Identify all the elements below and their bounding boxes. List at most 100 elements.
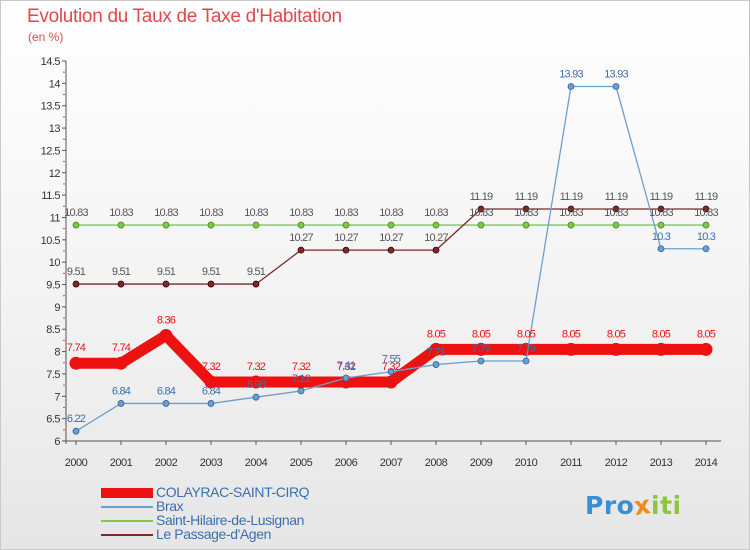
data-point bbox=[609, 342, 623, 356]
data-label: 10.3 bbox=[652, 231, 671, 243]
x-tick-label: 2009 bbox=[470, 457, 493, 469]
logo-letter: t bbox=[660, 491, 673, 520]
data-label: 10.83 bbox=[109, 207, 133, 219]
data-label: 8.05 bbox=[562, 328, 581, 340]
data-label: 10.83 bbox=[334, 207, 358, 219]
data-point bbox=[477, 221, 485, 229]
data-label: 7.55 bbox=[382, 354, 401, 366]
data-label: 10.83 bbox=[199, 207, 223, 219]
data-point bbox=[699, 342, 713, 356]
data-label: 7.32 bbox=[247, 361, 266, 373]
data-label: 7.79 bbox=[517, 343, 536, 355]
data-point bbox=[657, 221, 665, 229]
x-tick-label: 2013 bbox=[650, 457, 673, 469]
x-tick-label: 2003 bbox=[200, 457, 223, 469]
data-label: 10.3 bbox=[697, 231, 716, 243]
data-point bbox=[387, 368, 395, 376]
data-point bbox=[657, 205, 665, 213]
data-label: 7.41 bbox=[337, 360, 356, 372]
data-point bbox=[159, 328, 173, 342]
y-tick-label: 12.5 bbox=[41, 145, 61, 157]
data-point bbox=[207, 400, 215, 407]
data-point bbox=[117, 221, 125, 229]
data-point bbox=[72, 221, 80, 229]
data-label: 8.05 bbox=[472, 328, 491, 340]
y-tick-label: 13 bbox=[49, 123, 61, 135]
y-tick-label: 6.5 bbox=[46, 414, 60, 426]
data-point bbox=[204, 375, 218, 389]
data-point bbox=[432, 246, 440, 254]
data-label: 10.83 bbox=[649, 207, 673, 219]
data-label: 10.83 bbox=[559, 207, 583, 219]
data-point bbox=[297, 246, 305, 254]
data-point bbox=[474, 342, 488, 356]
data-label: 8.05 bbox=[427, 328, 446, 340]
chart-subtitle: (en %) bbox=[28, 30, 64, 44]
data-point bbox=[114, 356, 128, 370]
logo-letter: P bbox=[585, 491, 604, 520]
y-tick-label: 14.5 bbox=[41, 56, 61, 68]
y-axis-ticks: 6 6.5 7 7.5 8 8.5 9 9.5 10 10.5 11 11.5 12 12.5 13 13.5… bbox=[41, 56, 66, 448]
data-point bbox=[702, 245, 710, 253]
x-tick-label: 2004 bbox=[245, 457, 268, 469]
data-point bbox=[297, 387, 305, 395]
data-point bbox=[249, 375, 263, 389]
x-tick-label: 2007 bbox=[380, 457, 403, 469]
data-label: 6.22 bbox=[67, 413, 86, 425]
data-label: 8.05 bbox=[607, 328, 626, 340]
data-point bbox=[612, 83, 620, 90]
data-label: 10.83 bbox=[64, 207, 88, 219]
data-label: 13.93 bbox=[559, 68, 583, 80]
logo-letter: r bbox=[603, 491, 617, 520]
data-point bbox=[702, 221, 710, 229]
y-tick-label: 7.5 bbox=[46, 369, 60, 381]
data-point bbox=[702, 205, 710, 213]
data-label: 9.51 bbox=[67, 266, 86, 278]
data-label: 10.27 bbox=[424, 232, 448, 244]
legend-label: Le Passage-d'Agen bbox=[156, 526, 271, 542]
y-tick-label: 7 bbox=[54, 391, 60, 403]
x-tick-label: 2002 bbox=[155, 457, 178, 469]
data-label: 11.19 bbox=[470, 191, 493, 203]
data-point bbox=[252, 221, 260, 229]
data-point bbox=[522, 221, 530, 229]
y-tick-label: 10 bbox=[49, 257, 61, 269]
data-point bbox=[297, 221, 305, 229]
y-tick-label: 6 bbox=[54, 436, 60, 448]
data-point bbox=[162, 221, 170, 229]
x-tick-label: 2005 bbox=[290, 457, 313, 469]
data-label: 7.74 bbox=[112, 342, 131, 354]
y-tick-label: 11.5 bbox=[41, 190, 60, 202]
data-label: 10.83 bbox=[604, 207, 628, 219]
data-label: 10.83 bbox=[424, 207, 448, 219]
data-label: 9.51 bbox=[112, 266, 131, 278]
x-tick-label: 2001 bbox=[110, 457, 133, 469]
logo-letter: i bbox=[651, 491, 661, 520]
data-point bbox=[567, 221, 575, 229]
data-point bbox=[252, 393, 260, 401]
logo-letter: o bbox=[616, 491, 635, 520]
data-label: 10.27 bbox=[379, 232, 403, 244]
y-tick-label: 12 bbox=[49, 168, 61, 180]
logo-letter: x bbox=[632, 489, 653, 522]
data-point bbox=[162, 400, 170, 407]
y-tick-label: 11 bbox=[50, 212, 61, 224]
data-label: 6.98 bbox=[247, 379, 266, 391]
data-point bbox=[387, 246, 395, 254]
data-label: 8.05 bbox=[697, 328, 716, 340]
legend-label: Saint-Hilaire-de-Lusignan bbox=[156, 512, 304, 528]
series-0-group bbox=[69, 328, 713, 389]
legend-swatch bbox=[101, 506, 153, 508]
data-point bbox=[342, 374, 350, 382]
data-point bbox=[657, 245, 665, 253]
data-point bbox=[207, 280, 215, 288]
data-point bbox=[207, 221, 215, 229]
data-point bbox=[567, 205, 575, 213]
legend-swatch bbox=[101, 488, 153, 498]
y-tick-label: 8.5 bbox=[46, 324, 60, 336]
data-point bbox=[342, 246, 350, 254]
data-label: 6.84 bbox=[202, 385, 221, 397]
data-point bbox=[477, 357, 485, 365]
